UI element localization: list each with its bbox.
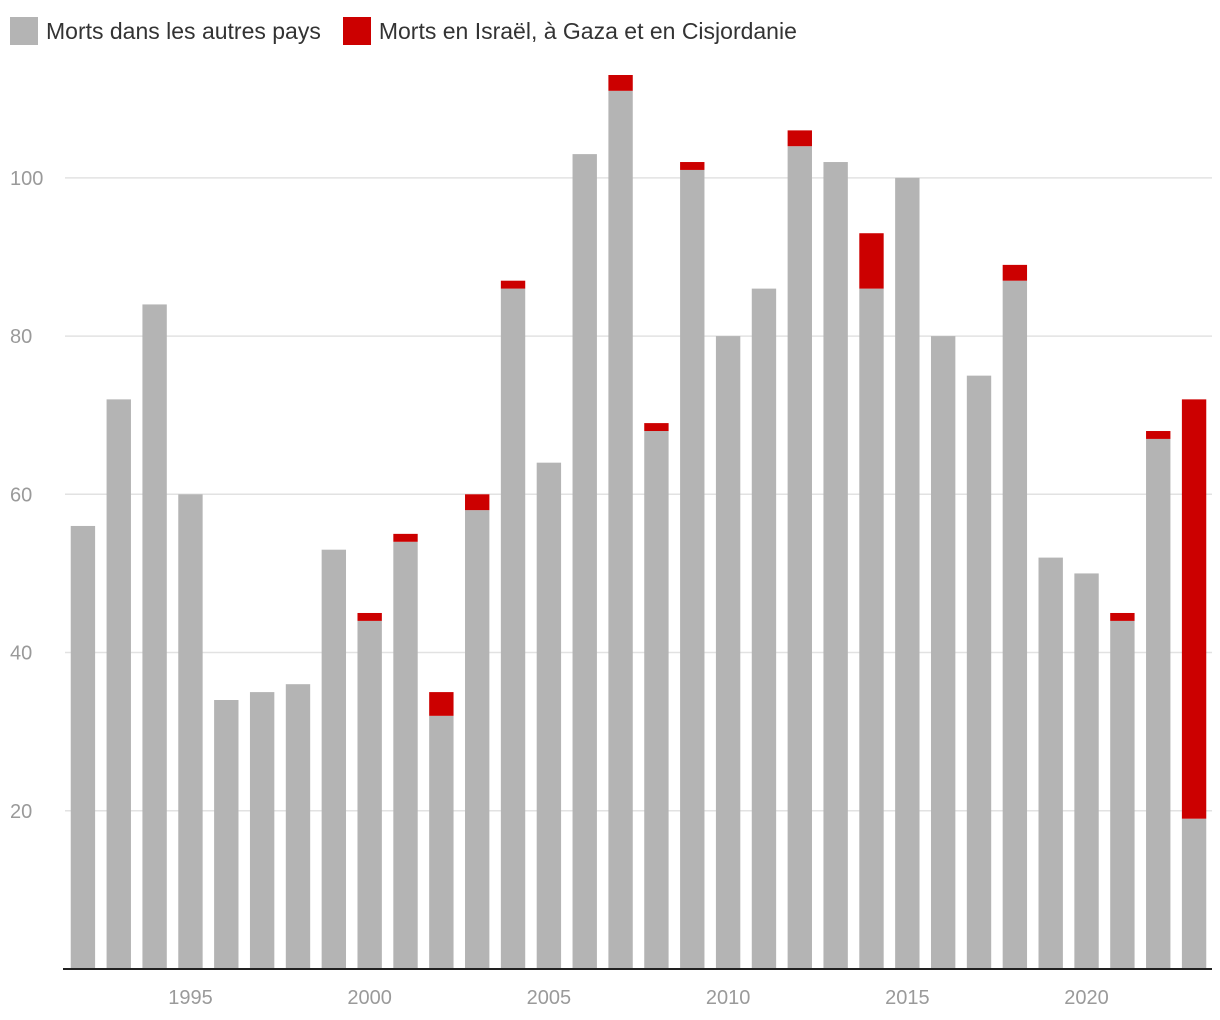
- bar-other-countries-2009: [680, 169, 705, 969]
- bar-other-countries-2011: [751, 288, 777, 970]
- bar-other-countries-2001: [393, 541, 418, 969]
- bar-israel-gaza-2002: [429, 692, 454, 716]
- bar-israel-gaza-2000: [357, 612, 382, 621]
- bar-other-countries-2008: [644, 431, 669, 969]
- legend-swatch-israel-gaza: [342, 17, 371, 45]
- bar-other-countries-1995: [178, 494, 203, 969]
- bar-israel-gaza-2022: [1146, 431, 1171, 439]
- y-tick-label-60: 60: [10, 484, 32, 506]
- bar-other-countries-2007: [608, 90, 633, 970]
- x-tick-label-2000: 2000: [347, 987, 392, 1009]
- legend-label-israel-gaza: Morts en Israël, à Gaza et en Cisjordani…: [378, 17, 797, 44]
- legend-item-israel-gaza: Morts en Israël, à Gaza et en Cisjordani…: [342, 17, 797, 45]
- bar-israel-gaza-2021: [1110, 612, 1135, 621]
- bar-israel-gaza-2012: [787, 130, 812, 147]
- x-tick-label-1995: 1995: [168, 987, 213, 1009]
- bar-israel-gaza-2018: [1002, 264, 1028, 281]
- bar-other-countries-2000: [357, 620, 382, 969]
- bar-other-countries-1997: [249, 692, 275, 969]
- legend-item-other-countries: Morts dans les autres pays: [10, 17, 321, 45]
- bar-israel-gaza-2004: [500, 280, 526, 289]
- bar-israel-gaza-2008: [644, 423, 669, 432]
- bar-other-countries-1993: [106, 399, 131, 969]
- y-axis-tick-labels: 20 40 60 80 100: [10, 168, 43, 823]
- y-tick-label-80: 80: [10, 326, 32, 348]
- bar-other-countries-2003: [465, 510, 490, 969]
- bar-other-countries-2017: [966, 375, 992, 969]
- bar-other-countries-1994: [142, 304, 167, 970]
- bar-israel-gaza-2014: [859, 233, 884, 289]
- bar-other-countries-2004: [500, 288, 526, 970]
- bar-israel-gaza-2009: [680, 162, 705, 170]
- bar-israel-gaza-2023: [1181, 399, 1207, 819]
- bar-other-countries-2023: [1181, 818, 1207, 969]
- bar-israel-gaza-2007: [608, 75, 633, 91]
- bar-other-countries-1998: [285, 684, 311, 969]
- bar-other-countries-1992: [70, 525, 96, 969]
- bar-other-countries-2015: [895, 177, 920, 970]
- bar-other-countries-2006: [572, 154, 597, 969]
- bar-other-countries-2016: [930, 336, 956, 969]
- x-tick-label-2010: 2010: [706, 987, 751, 1009]
- bar-other-countries-1999: [321, 549, 347, 969]
- x-tick-label-2020: 2020: [1064, 987, 1109, 1009]
- x-axis-tick-labels: 1995 2000 2005 2010 2015 2020: [168, 987, 1109, 1009]
- y-tick-label-100: 100: [10, 168, 43, 190]
- bar-other-countries-2021: [1110, 620, 1135, 969]
- bar-other-countries-2022: [1146, 438, 1171, 969]
- y-tick-label-40: 40: [10, 643, 32, 665]
- x-tick-label-2005: 2005: [527, 987, 572, 1009]
- bar-other-countries-2020: [1074, 573, 1099, 969]
- bar-other-countries-2012: [787, 146, 812, 969]
- bar-other-countries-2018: [1002, 280, 1028, 970]
- bar-israel-gaza-2003: [465, 494, 490, 511]
- x-tick-label-2015: 2015: [885, 987, 930, 1009]
- bar-other-countries-2010: [715, 336, 741, 969]
- chart-legend: Morts dans les autres pays Morts en Isra…: [10, 14, 819, 48]
- bar-other-countries-2005: [536, 462, 562, 969]
- legend-label-other-countries: Morts dans les autres pays: [46, 17, 321, 44]
- bar-israel-gaza-2001: [393, 533, 418, 542]
- bar-other-countries-2013: [823, 162, 848, 969]
- bar-other-countries-2019: [1038, 557, 1063, 969]
- bar-other-countries-2014: [859, 288, 884, 970]
- bar-series: [70, 75, 1207, 970]
- legend-swatch-other-countries: [10, 17, 38, 45]
- bar-other-countries-1996: [214, 700, 239, 969]
- y-tick-label-20: 20: [10, 801, 32, 823]
- bar-other-countries-2002: [429, 715, 454, 969]
